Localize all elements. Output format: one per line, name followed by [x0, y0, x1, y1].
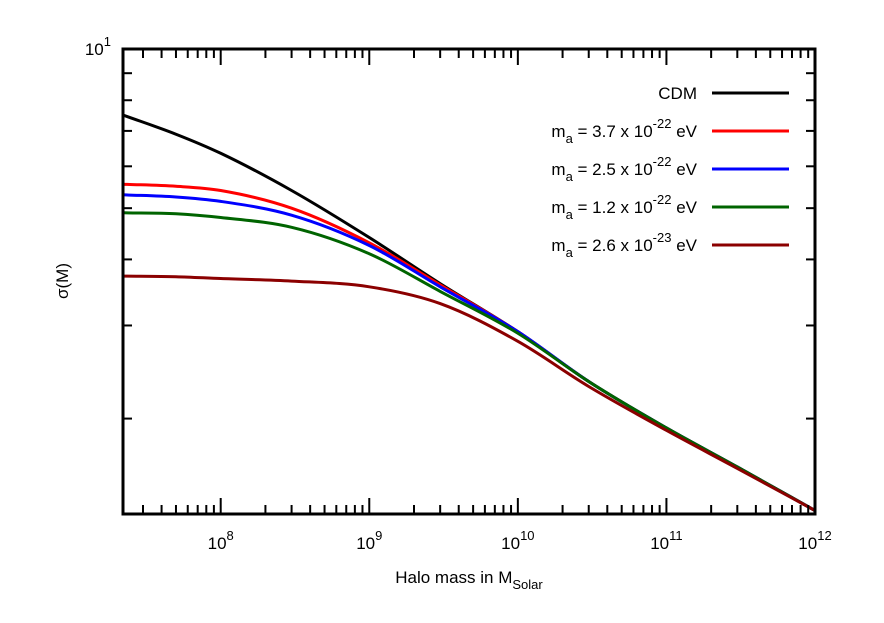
legend-text-middle: = 2.6 x 10	[573, 236, 653, 255]
legend-text: CDM	[658, 84, 697, 103]
legend-text: m	[551, 122, 565, 141]
legend-superscript: -22	[653, 154, 672, 169]
legend-text-middle: = 1.2 x 10	[573, 198, 653, 217]
series-line-3	[122, 193, 816, 512]
x-tick-exponent: 11	[669, 528, 683, 543]
series-line-4	[122, 211, 816, 512]
x-axis-label-main: Halo mass in M	[395, 568, 512, 587]
plot-frame	[121, 47, 817, 516]
legend-superscript: -23	[653, 230, 672, 245]
axis-ticks	[123, 48, 816, 514]
x-tick-base: 10	[798, 534, 817, 553]
y-tick-base: 10	[85, 40, 104, 59]
legend-label: ma = 2.6 x 10-23 eV	[551, 230, 697, 260]
legend-subscript: a	[566, 245, 574, 260]
y-tick-exponent: 1	[104, 34, 111, 49]
legend-label: CDM	[658, 84, 697, 103]
legend-label: ma = 3.7 x 10-22 eV	[551, 116, 697, 146]
series-line-2	[122, 182, 816, 512]
x-tick-label: 1012	[798, 528, 831, 553]
legend-text-middle: = 2.5 x 10	[573, 160, 653, 179]
x-tick-labels: 108 109 1010 1011 1012	[208, 528, 832, 553]
x-tick-label: 109	[356, 528, 382, 553]
legend-entry: ma = 3.7 x 10-22 eV	[551, 116, 789, 146]
legend-text: m	[551, 198, 565, 217]
legend-entry: CDM	[658, 84, 789, 103]
legend-text-tail: eV	[671, 198, 697, 217]
legend-label: ma = 2.5 x 10-22 eV	[551, 154, 697, 184]
x-tick-exponent: 9	[375, 528, 382, 543]
x-tick-label: 1010	[501, 528, 534, 553]
y-tick-label: 101	[85, 34, 111, 59]
legend-text: m	[551, 160, 565, 179]
legend-entry: ma = 2.6 x 10-23 eV	[551, 230, 789, 260]
legend-text-tail: eV	[671, 122, 697, 141]
legend-subscript: a	[566, 207, 574, 222]
x-tick-base: 10	[501, 534, 520, 553]
legend-superscript: -22	[653, 116, 672, 131]
legend-entry: ma = 2.5 x 10-22 eV	[551, 154, 789, 184]
legend-text-tail: eV	[671, 160, 697, 179]
series-curves	[122, 113, 816, 512]
legend-label: ma = 1.2 x 10-22 eV	[551, 192, 697, 222]
x-tick-label: 108	[208, 528, 234, 553]
y-axis-label: σ(M)	[53, 263, 72, 299]
legend-subscript: a	[566, 169, 574, 184]
x-tick-base: 10	[650, 534, 669, 553]
legend-text: m	[551, 236, 565, 255]
x-tick-base: 10	[208, 534, 227, 553]
x-axis-label: Halo mass in MSolar	[395, 568, 543, 592]
series-line-5	[122, 274, 816, 512]
y-tick-labels: 101	[85, 34, 111, 59]
legend-superscript: -22	[653, 192, 672, 207]
legend-text-middle: = 3.7 x 10	[573, 122, 653, 141]
legend-subscript: a	[566, 131, 574, 146]
legend-entry: ma = 1.2 x 10-22 eV	[551, 192, 789, 222]
x-axis-label-subscript: Solar	[512, 577, 543, 592]
x-tick-exponent: 12	[817, 528, 831, 543]
x-tick-base: 10	[356, 534, 375, 553]
x-tick-exponent: 10	[520, 528, 534, 543]
legend-text-tail: eV	[671, 236, 697, 255]
x-tick-exponent: 8	[227, 528, 234, 543]
x-tick-label: 1011	[650, 528, 682, 553]
